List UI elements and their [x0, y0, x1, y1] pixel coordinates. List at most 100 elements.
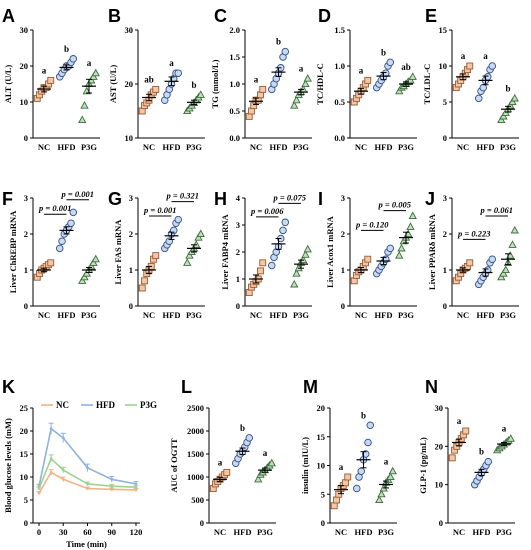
y-tick-label: 20: [20, 426, 29, 436]
panel-a: A 0 10 20 30 ALT (U/L) NC HFD P3G a b a: [2, 6, 100, 152]
data-point: [259, 259, 267, 267]
legend: NC HFD P3G: [41, 400, 157, 410]
data-point: [152, 252, 160, 260]
panel-label: C: [214, 6, 227, 26]
data-point: [134, 482, 138, 486]
y-tick-label: 1: [129, 265, 133, 275]
group-p3g: a: [78, 58, 100, 124]
data-point: [268, 261, 276, 270]
data-point: [174, 69, 182, 77]
data-point: [506, 251, 515, 259]
y-tick-label: 0: [24, 518, 28, 528]
y-axis-label: ALT (U/L): [3, 65, 13, 104]
significance-letter: a: [42, 65, 47, 75]
y-axis-label: insulin (mIU/L): [300, 437, 310, 494]
x-tick-label: P3G: [186, 142, 202, 152]
x-tick-label: HFD: [234, 527, 252, 537]
y-tick-label: 20: [435, 441, 444, 451]
y-tick-label: 0.0: [334, 133, 345, 143]
y-tick-label: 500: [191, 495, 204, 505]
y-tick-label: 10: [125, 133, 134, 143]
panel-j: J 0 1 2 3 Liver PPARδ mRNA NC HFD P3G p = 0.223 p …: [425, 189, 519, 320]
y-axis-label: Blood glucose levels (mM): [3, 418, 13, 513]
legend-label: HFD: [96, 400, 115, 410]
y-tick-label: 0.5: [229, 106, 240, 116]
y-tick-label: 20: [20, 61, 29, 71]
data-point: [80, 101, 89, 109]
significance-letter: b: [240, 423, 245, 433]
data-point: [499, 111, 508, 120]
data-point: [395, 251, 404, 259]
data-point: [82, 86, 91, 95]
x-tick-label: NC: [453, 527, 465, 537]
x-tick-label: HFD: [375, 310, 393, 320]
y-tick-label: 4: [236, 193, 241, 203]
data-point: [281, 47, 290, 56]
significance-letter: b: [276, 37, 281, 47]
significance-letter: a: [483, 51, 488, 61]
y-axis-label: Liver ChREBP mRNA: [8, 210, 18, 293]
group-hfd: a: [475, 51, 497, 103]
data-point: [399, 236, 408, 245]
y-tick-label: 2000: [187, 426, 204, 436]
y-tick-label: 1: [24, 265, 28, 275]
x-tick-label: NC: [355, 142, 367, 152]
data-point: [386, 472, 395, 481]
group-nc: ab: [138, 74, 160, 115]
group-hfd: b: [353, 410, 375, 493]
group-nc: a: [330, 462, 352, 510]
series-line: [38, 457, 137, 489]
group-hfd: [160, 215, 182, 253]
data-point: [362, 450, 370, 458]
p-value-label: p = 0.321: [166, 191, 199, 201]
data-point: [141, 277, 148, 285]
group-nc: a: [448, 416, 470, 462]
y-axis-label: Liver FAS mRNA: [113, 219, 123, 285]
group-p3g: [183, 229, 205, 266]
series-nc: [36, 469, 139, 495]
y-tick-label: 20: [125, 79, 134, 89]
y-axis-label: TC/HDL-C: [315, 63, 325, 105]
data-point: [497, 115, 506, 124]
significance-letter: b: [381, 47, 386, 57]
y-tick-label: 15: [439, 25, 448, 35]
data-point: [488, 255, 497, 263]
data-point: [448, 454, 456, 462]
significance-letter: a: [461, 51, 466, 61]
panel-label: B: [108, 6, 121, 26]
group-nc: a: [245, 74, 267, 120]
data-point: [342, 479, 349, 487]
group-hfd: b: [373, 47, 395, 92]
panel-label: F: [2, 189, 13, 209]
data-point: [196, 90, 205, 98]
x-tick-label: NC: [214, 527, 226, 537]
series-p3g: [36, 454, 139, 490]
panel-h: H 0 1 2 3 4 Liver FABP4 mRNA NC HFD P3G p = 0.006 p…: [214, 189, 312, 320]
data-point: [61, 468, 65, 472]
y-tick-label: 10: [20, 97, 29, 107]
y-tick-label: 5: [24, 495, 28, 505]
significance-letter: b: [361, 410, 366, 420]
data-point: [364, 76, 372, 84]
data-point: [185, 251, 194, 259]
y-tick-label: 1: [236, 274, 240, 284]
y-tick-label: 2: [341, 229, 345, 239]
data-point: [408, 211, 417, 220]
significance-letter: a: [339, 462, 344, 472]
data-point: [257, 267, 264, 275]
y-tick-label: 1500: [187, 449, 204, 459]
p-value-label: p = 0.120: [355, 219, 389, 229]
y-tick-label: 10: [20, 472, 29, 482]
panel-g: G 0 1 2 3 Liver FAS mRNA NC HFD P3G p = 0.001 p = …: [108, 189, 205, 320]
data-point: [479, 83, 488, 92]
data-point: [138, 284, 146, 292]
data-point: [508, 97, 517, 106]
x-tick-label: 60: [83, 527, 92, 537]
significance-letter: b: [479, 447, 484, 457]
data-point: [89, 258, 98, 266]
significance-letter: b: [191, 80, 196, 90]
panel-k: K 0 5 10 15 20 25 Blood glucose levels (mM) 0 30 6…: [2, 377, 157, 549]
data-point: [290, 101, 299, 109]
data-point: [110, 477, 114, 481]
